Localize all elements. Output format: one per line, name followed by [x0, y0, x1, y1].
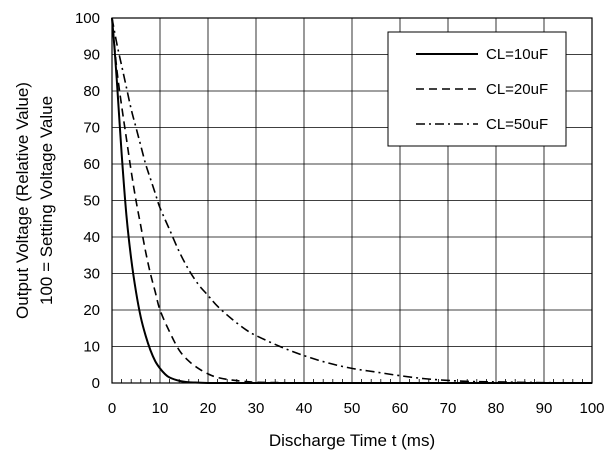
y-tick-label: 20 [83, 302, 100, 319]
y-tick-label: 0 [92, 375, 100, 392]
x-tick-label: 100 [579, 400, 604, 417]
y-tick-label: 40 [83, 229, 100, 246]
legend-label: CL=50uF [486, 116, 548, 133]
y-tick-label: 10 [83, 339, 100, 356]
x-tick-label: 90 [536, 400, 553, 417]
x-tick-label: 70 [440, 400, 457, 417]
x-tick-label: 10 [152, 400, 169, 417]
y-tick-label: 80 [83, 83, 100, 100]
legend-label: CL=10uF [486, 46, 548, 63]
x-tick-label: 80 [488, 400, 505, 417]
x-axis-label: Discharge Time t (ms) [269, 431, 435, 450]
y-axis-label-line2: 100 = Setting Voltage Value [37, 96, 56, 305]
legend: CL=10uF CL=20uF CL=50uF [387, 31, 567, 147]
x-tick-label: 40 [296, 400, 313, 417]
y-tick-label: 50 [83, 193, 100, 210]
plot-frame [111, 17, 593, 384]
legend-label: CL=20uF [486, 81, 548, 98]
y-tick-label: 70 [83, 120, 100, 137]
y-axis-label-line1: Output Voltage (Relative Value) [13, 82, 32, 319]
y-tick-label: 30 [83, 266, 100, 283]
x-tick-labels: 0 10 20 30 40 50 60 70 80 90 100 [108, 400, 605, 417]
y-tick-labels: 0 10 20 30 40 50 60 70 80 90 100 [75, 10, 100, 392]
y-tick-label: 100 [75, 10, 100, 27]
y-tick-label: 60 [83, 156, 100, 173]
y-tick-label: 90 [83, 47, 100, 64]
x-tick-label: 30 [248, 400, 265, 417]
x-tick-label: 20 [200, 400, 217, 417]
x-tick-label: 0 [108, 400, 116, 417]
x-tick-label: 50 [344, 400, 361, 417]
x-tick-label: 60 [392, 400, 409, 417]
